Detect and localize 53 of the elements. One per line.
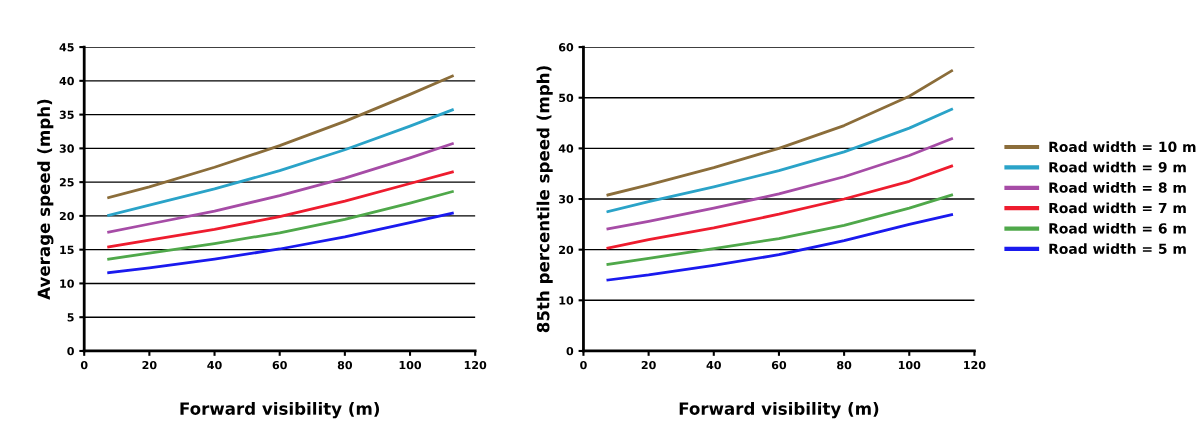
y-axis-title: 85th percentile speed (mph) xyxy=(536,66,553,333)
x-tick-label: 80 xyxy=(337,360,353,370)
y-tick-label: 30 xyxy=(59,144,74,153)
x-tick-label: 120 xyxy=(964,360,986,370)
y-tick-label: 25 xyxy=(59,178,74,187)
y-tick-label: 60 xyxy=(558,43,574,52)
line-series xyxy=(107,190,454,261)
y-tick-label: 40 xyxy=(558,144,574,153)
line-series xyxy=(107,108,454,217)
y-tick-label: 50 xyxy=(559,93,574,103)
x-tick-label: 60 xyxy=(771,360,787,370)
line-series xyxy=(606,69,954,197)
y-tick-label: 45 xyxy=(59,43,74,52)
x-tick-label: 120 xyxy=(464,360,487,370)
x-tick-label: 40 xyxy=(706,360,721,370)
y-axis-title: Average speed (mph) xyxy=(37,99,54,300)
x-tick-label: 80 xyxy=(837,360,852,370)
legend-label: Road width = 9 m xyxy=(1049,161,1186,173)
line-series xyxy=(606,213,954,282)
line-series xyxy=(606,193,954,266)
x-tick-label: 0 xyxy=(580,360,587,370)
y-tick-label: 0 xyxy=(566,346,574,356)
legend-label: Road width = 6 m xyxy=(1049,222,1186,234)
x-tick-label: 20 xyxy=(641,360,656,370)
y-tick-label: 30 xyxy=(559,194,574,204)
x-tick-label: 100 xyxy=(399,360,422,370)
line-series xyxy=(107,211,454,275)
x-tick-label: 0 xyxy=(80,360,88,370)
legend-label: Road width = 10 m xyxy=(1049,141,1196,153)
y-tick-label: 15 xyxy=(60,245,74,255)
legend-label: Road width = 5 m xyxy=(1049,243,1186,255)
line-series xyxy=(606,137,954,231)
line-series xyxy=(107,170,454,249)
y-tick-label: 0 xyxy=(67,346,74,356)
x-tick-label: 60 xyxy=(272,360,287,370)
line-series xyxy=(606,164,954,250)
legend-label: Road width = 8 m xyxy=(1049,182,1186,193)
line-series xyxy=(107,142,454,234)
y-tick-label: 40 xyxy=(59,76,74,86)
y-tick-label: 20 xyxy=(559,245,574,255)
x-tick-label: 40 xyxy=(207,360,222,370)
y-tick-label: 5 xyxy=(67,313,74,322)
y-tick-label: 35 xyxy=(59,110,74,119)
x-axis-title: Forward visibility (m) xyxy=(679,401,879,419)
x-tick-label: 20 xyxy=(142,360,157,370)
y-tick-label: 10 xyxy=(559,296,574,305)
line-series xyxy=(606,107,954,214)
line-series xyxy=(107,74,454,200)
x-tick-label: 100 xyxy=(898,360,921,370)
x-axis-title: Forward visibility (m) xyxy=(180,401,380,419)
y-tick-label: 10 xyxy=(60,279,74,288)
legend-label: Road width = 7 m xyxy=(1049,202,1186,214)
y-tick-label: 20 xyxy=(59,211,74,221)
